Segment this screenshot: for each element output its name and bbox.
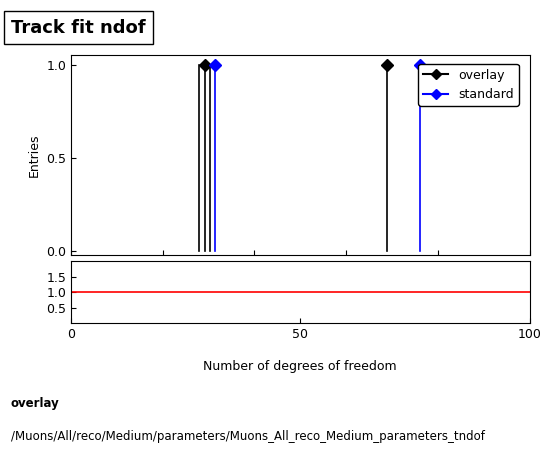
Text: overlay: overlay (11, 397, 60, 410)
Text: Number of degrees of freedom: Number of degrees of freedom (204, 360, 397, 373)
Text: Track fit ndof: Track fit ndof (11, 19, 146, 36)
Legend: overlay, standard: overlay, standard (418, 64, 519, 106)
Text: /Muons/All/reco/Medium/parameters/Muons_All_reco_Medium_parameters_tndof: /Muons/All/reco/Medium/parameters/Muons_… (11, 430, 485, 443)
Y-axis label: Entries: Entries (27, 133, 40, 177)
